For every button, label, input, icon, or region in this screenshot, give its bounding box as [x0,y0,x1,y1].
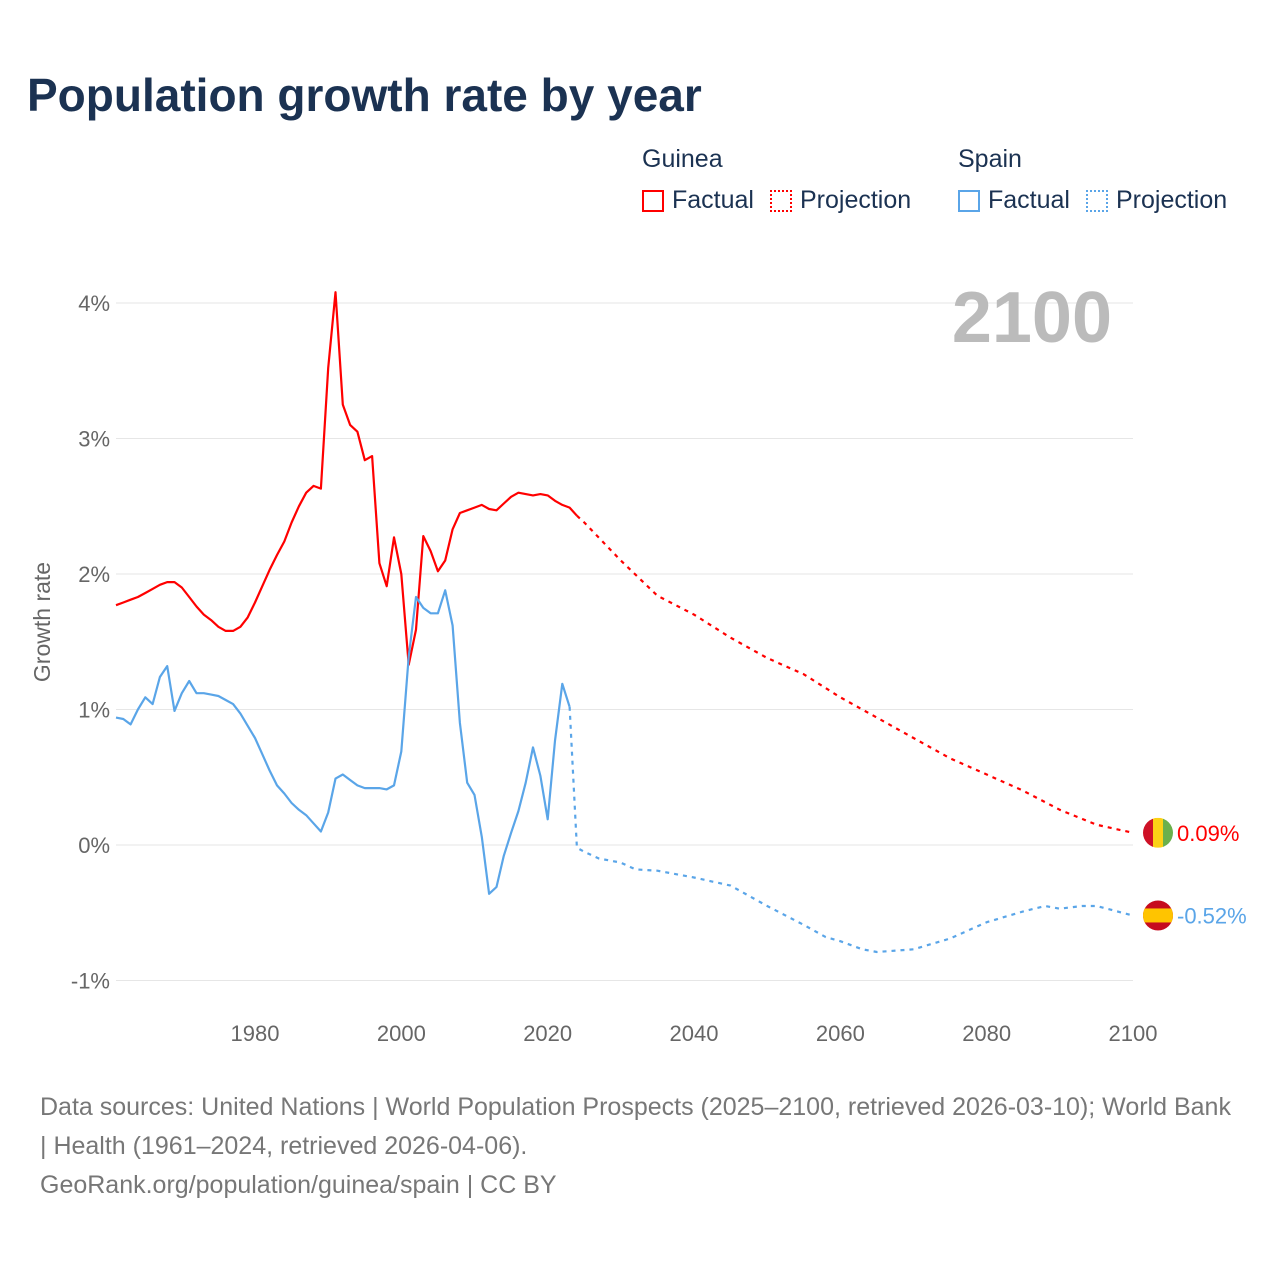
y-tick-label: 1% [78,698,110,723]
solid-swatch-icon [642,189,664,212]
series-line-spain-projection [568,706,1134,954]
series-line-spain-factual [115,589,571,895]
y-tick-label: 2% [78,562,110,587]
legend-label: Factual [988,186,1070,214]
x-tick-label: 1980 [231,1021,280,1046]
x-tick-label: 2080 [962,1021,1011,1046]
credit-link[interactable]: GeoRank.org/population/guinea/spain | CC… [40,1171,557,1199]
y-tick-label: 3% [78,427,110,452]
dotted-swatch-icon [769,189,792,212]
y-tick-label: 4% [78,291,110,316]
legend-spain-projection[interactable]: Projection [1085,186,1228,215]
x-tick-label: 2020 [523,1021,572,1046]
dotted-swatch-icon [1085,189,1108,212]
x-tick-label: 2040 [670,1021,719,1046]
line-chart: -1% 0% 1% 2% 3% 4% 1980 2000 2020 2040 2060 2080 210… [29,278,1247,1046]
x-tick-label: 2060 [816,1021,865,1046]
legend-spain: Spain Factual Projection [958,145,1243,215]
x-tick-label: 2000 [377,1021,426,1046]
legend-label: Factual [672,186,754,214]
legend-guinea: Guinea Factual Projection [642,145,927,215]
legend-guinea-factual[interactable]: Factual [642,186,754,215]
chart-title: Population growth rate by year [27,69,702,121]
legend-spain-factual[interactable]: Factual [958,186,1070,215]
end-value-label: -0.52% [1177,903,1247,928]
year-watermark: 2100 [952,278,1112,358]
legend-group-name: Guinea [642,145,723,173]
y-axis-label: Growth rate [29,562,55,682]
y-tick-label: 0% [78,833,110,858]
x-tick-label: 2100 [1109,1021,1158,1046]
legend-label: Projection [1115,186,1228,214]
series-line-guinea-projection [576,514,1134,834]
guinea-flag-icon [1143,817,1173,848]
data-sources: Data sources: United Nations | World Pop… [40,1093,1231,1160]
solid-swatch-icon [958,189,980,212]
legend-group-name: Spain [958,145,1022,173]
legend-guinea-projection[interactable]: Projection [769,186,912,215]
end-value-label: 0.09% [1177,821,1239,846]
legend-label: Projection [799,186,912,214]
y-tick-label: -1% [71,969,110,994]
footer: Data sources: United Nations | World Pop… [40,1088,1240,1205]
spain-flag-icon [1143,900,1173,931]
series-line-guinea-factual [115,291,578,666]
